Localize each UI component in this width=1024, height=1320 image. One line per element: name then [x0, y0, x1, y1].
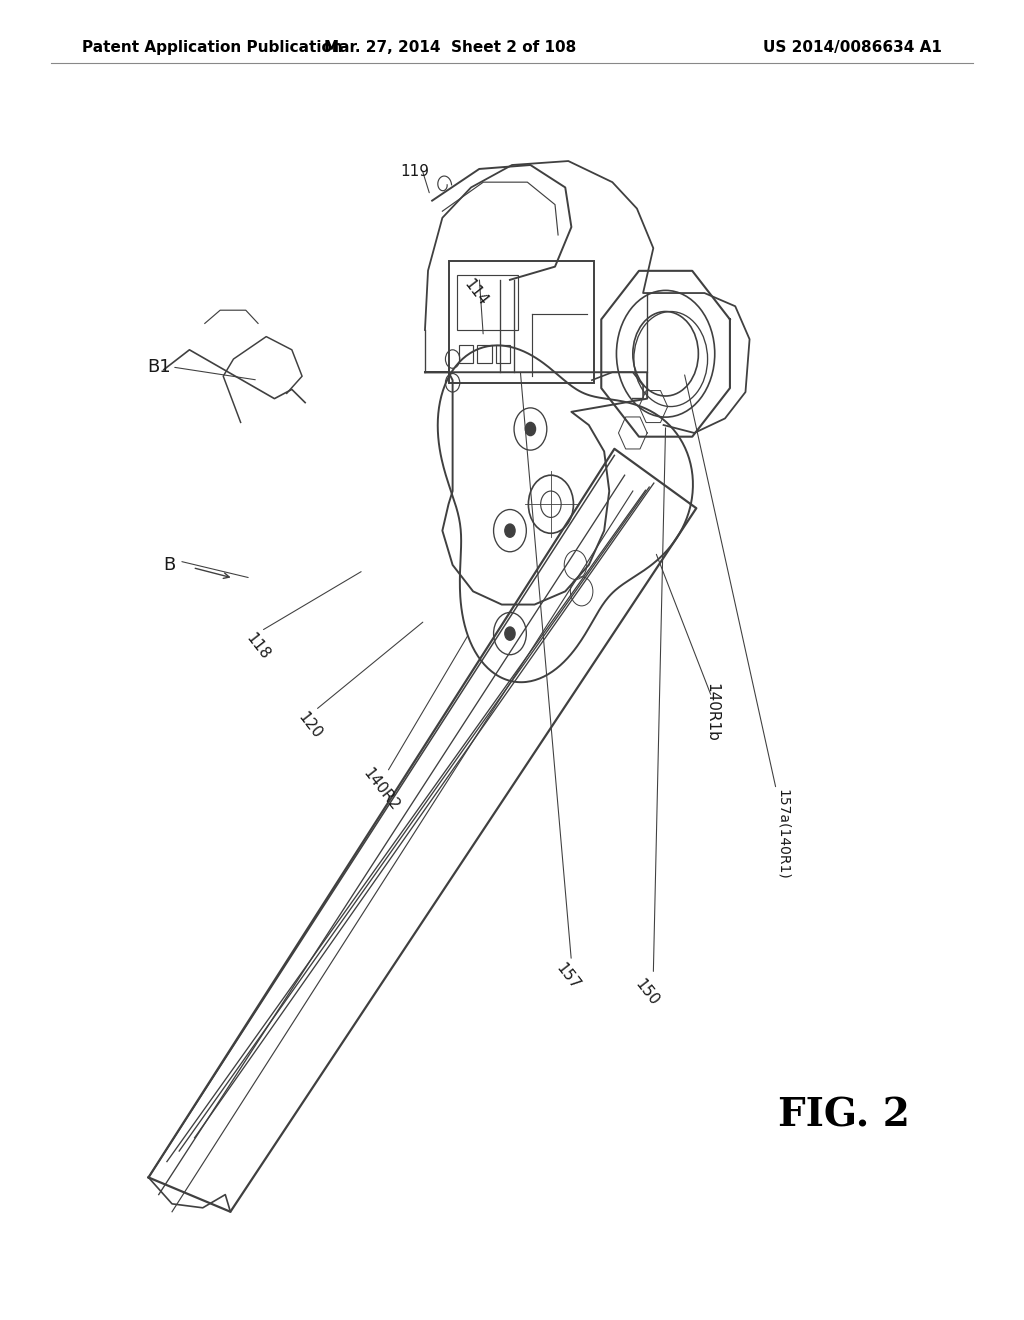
Bar	[477, 345, 492, 363]
Bar	[459, 345, 473, 363]
Bar	[496, 345, 510, 363]
Circle shape	[525, 422, 536, 436]
Circle shape	[505, 524, 515, 537]
Text: 150: 150	[633, 977, 662, 1008]
Text: 157a(140R1): 157a(140R1)	[776, 789, 791, 879]
Circle shape	[505, 627, 515, 640]
Bar	[457, 275, 518, 330]
Text: 120: 120	[295, 710, 324, 742]
Text: B: B	[163, 556, 175, 574]
Text: FIG. 2: FIG. 2	[778, 1097, 910, 1134]
Bar	[449, 261, 594, 383]
Text: 157: 157	[553, 961, 582, 993]
Text: 119: 119	[400, 164, 429, 180]
Text: US 2014/0086634 A1: US 2014/0086634 A1	[763, 40, 942, 55]
Text: Patent Application Publication: Patent Application Publication	[82, 40, 343, 55]
Text: B1: B1	[146, 358, 171, 376]
Text: 114: 114	[462, 277, 490, 309]
Text: Mar. 27, 2014  Sheet 2 of 108: Mar. 27, 2014 Sheet 2 of 108	[325, 40, 577, 55]
Text: 140R1b: 140R1b	[705, 684, 719, 742]
Text: 140R2: 140R2	[359, 766, 402, 813]
Text: 118: 118	[244, 631, 272, 663]
